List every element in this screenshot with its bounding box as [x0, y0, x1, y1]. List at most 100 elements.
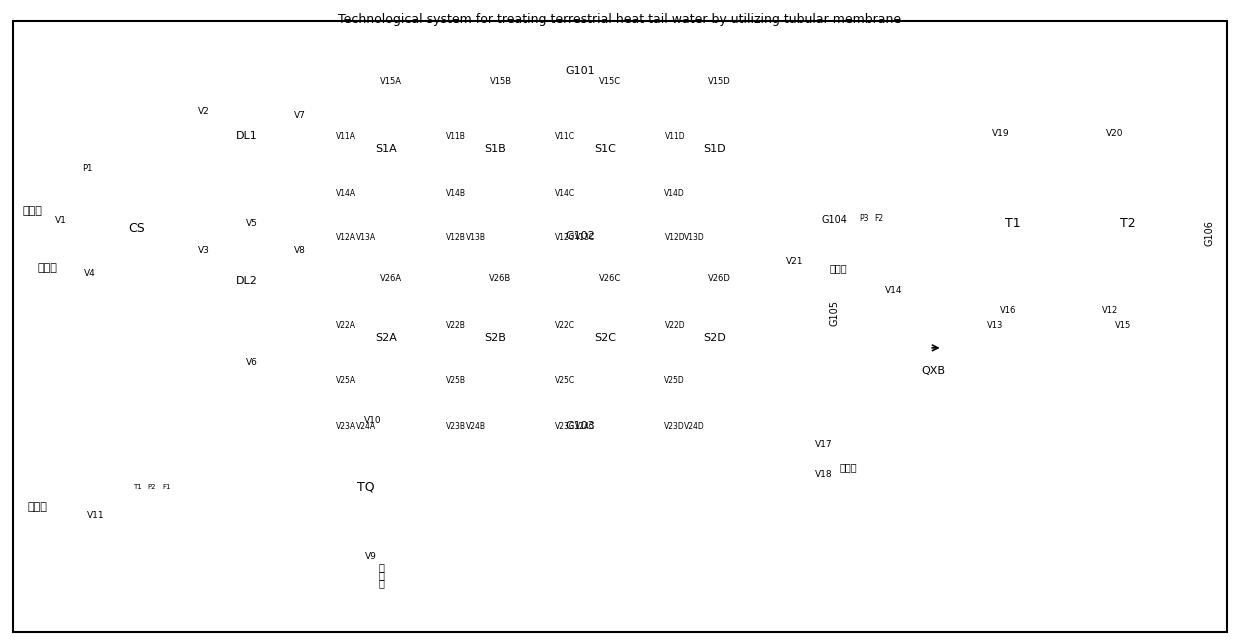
Text: V11: V11	[87, 511, 104, 520]
Text: S2A: S2A	[374, 333, 397, 343]
Text: V12A: V12A	[336, 233, 356, 242]
Text: V15C: V15C	[599, 77, 621, 86]
Text: V14D: V14D	[665, 189, 686, 198]
Text: V23D: V23D	[665, 422, 686, 431]
Bar	[472, 94, 508, 199]
Text: V9: V9	[365, 552, 377, 561]
Text: V13C: V13C	[575, 233, 595, 242]
Text: V22A: V22A	[336, 322, 356, 331]
Text: V14B: V14B	[445, 189, 466, 198]
Text: V23B: V23B	[445, 422, 466, 431]
Bar	[363, 283, 399, 388]
Text: V26D: V26D	[708, 274, 732, 283]
Text: V22C: V22C	[556, 322, 575, 331]
Text: T1: T1	[133, 484, 141, 490]
Text: V15: V15	[1115, 322, 1131, 331]
Bar	[356, 184, 360, 188]
Text: V24C: V24C	[575, 422, 595, 431]
Bar	[692, 94, 728, 199]
Bar	[684, 184, 688, 188]
Text: V22B: V22B	[445, 322, 466, 331]
Bar	[489, 278, 494, 283]
Text: V25C: V25C	[556, 376, 575, 385]
Text: V26C: V26C	[599, 274, 621, 283]
Text: V12D: V12D	[665, 233, 684, 242]
Bar	[598, 278, 603, 283]
Bar	[672, 410, 677, 415]
Bar	[465, 327, 470, 331]
Text: DL2: DL2	[236, 276, 258, 285]
Text: 进水口: 进水口	[22, 206, 42, 217]
Text: V13A: V13A	[356, 233, 376, 242]
Text: V25B: V25B	[445, 376, 466, 385]
Bar	[356, 327, 360, 331]
Bar	[454, 410, 458, 415]
Text: V13B: V13B	[466, 233, 486, 242]
Bar	[574, 327, 579, 331]
Text: F2: F2	[874, 214, 883, 223]
Bar	[1092, 188, 1163, 258]
Text: DL1: DL1	[236, 131, 258, 141]
Text: V11D: V11D	[665, 132, 684, 141]
Text: V23C: V23C	[556, 422, 575, 431]
Text: V22D: V22D	[665, 322, 684, 331]
Text: V15A: V15A	[379, 77, 402, 86]
Bar	[331, 442, 401, 532]
Text: V11B: V11B	[445, 132, 466, 141]
Text: G104: G104	[821, 215, 847, 226]
Bar	[574, 184, 579, 188]
Text: G105: G105	[830, 300, 839, 326]
Text: V4: V4	[83, 269, 95, 278]
Text: V13D: V13D	[684, 233, 706, 242]
Bar	[692, 410, 697, 415]
Text: S2C: S2C	[594, 333, 616, 343]
Text: V7: V7	[294, 111, 305, 120]
Bar	[378, 278, 383, 283]
Text: S2D: S2D	[703, 333, 725, 343]
Bar	[474, 221, 477, 226]
Text: 污: 污	[378, 570, 384, 580]
Text: G106: G106	[1204, 221, 1214, 246]
Bar	[692, 283, 728, 388]
Text: V26A: V26A	[379, 274, 402, 283]
Text: V21: V21	[785, 257, 804, 266]
Text: V10: V10	[365, 416, 382, 425]
Text: 排: 排	[378, 562, 384, 572]
Bar	[672, 221, 677, 226]
Text: V14: V14	[885, 285, 903, 294]
Bar	[454, 221, 458, 226]
Text: V8: V8	[294, 246, 305, 255]
Bar	[574, 371, 579, 376]
Text: G103: G103	[565, 421, 595, 431]
Text: V3: V3	[198, 246, 210, 255]
Text: V12C: V12C	[556, 233, 575, 242]
Bar	[684, 371, 688, 376]
Text: V11C: V11C	[556, 132, 575, 141]
Text: S1B: S1B	[485, 144, 506, 154]
Text: T1: T1	[1006, 217, 1021, 230]
Text: V17: V17	[816, 440, 833, 449]
Text: V24D: V24D	[684, 422, 706, 431]
Text: V14C: V14C	[556, 189, 575, 198]
Bar	[582, 283, 618, 388]
Text: G101: G101	[565, 66, 595, 76]
Bar	[996, 139, 1001, 144]
Bar	[707, 278, 712, 283]
Text: V20: V20	[1106, 129, 1123, 138]
Text: S1D: S1D	[703, 144, 725, 154]
Text: 排污口: 排污口	[839, 462, 857, 473]
Bar	[465, 184, 470, 188]
Text: V26B: V26B	[490, 274, 512, 283]
Text: V15B: V15B	[490, 77, 512, 86]
Bar	[707, 79, 712, 84]
Bar	[472, 283, 508, 388]
Bar	[363, 221, 368, 226]
Bar	[343, 410, 348, 415]
Bar	[343, 221, 348, 226]
Text: 排污口: 排污口	[37, 263, 57, 273]
Text: T2: T2	[1120, 217, 1136, 230]
Bar	[356, 371, 360, 376]
Text: V5: V5	[246, 219, 258, 228]
Text: QXB: QXB	[921, 366, 946, 376]
Text: P2: P2	[148, 484, 156, 490]
